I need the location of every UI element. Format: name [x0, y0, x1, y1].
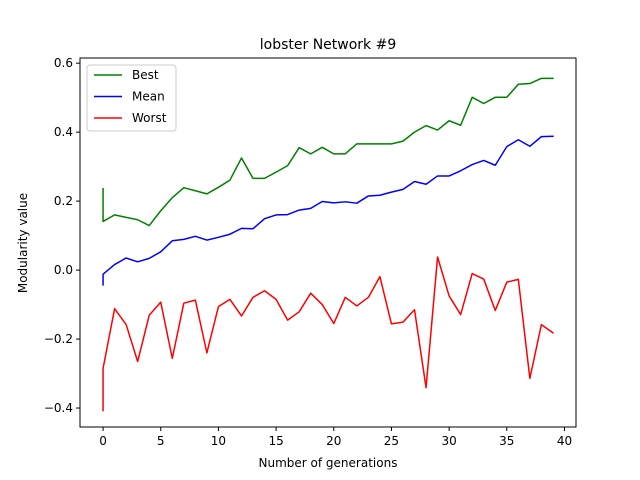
- axes-layer: [79, 57, 577, 428]
- legend-label-best: Best: [132, 68, 159, 82]
- series-line-worst: [102, 256, 554, 412]
- x-tick-label: 35: [499, 434, 514, 448]
- legend-label-mean: Mean: [132, 90, 165, 104]
- y-axis-ticks: −0.4 −0.2 0.0 0.2 0.4 0.6: [44, 56, 80, 415]
- series-line-best: [102, 77, 554, 227]
- x-tick-label: 15: [268, 434, 283, 448]
- y-axis-title: Modularity value: [16, 193, 30, 293]
- x-axis-title: Number of generations: [259, 456, 398, 470]
- y-tick-label: 0.4: [54, 125, 73, 139]
- x-tick-label: 5: [157, 434, 165, 448]
- plot-frame: [79, 57, 577, 428]
- x-tick-label: 30: [441, 434, 456, 448]
- x-tick-label: 0: [99, 434, 107, 448]
- x-tick-label: 25: [384, 434, 399, 448]
- legend-box: [86, 64, 177, 132]
- x-tick-label: 20: [326, 434, 341, 448]
- y-tick-label: 0.0: [54, 263, 73, 277]
- legend-label-worst: Worst: [132, 111, 167, 125]
- y-tick-label: −0.4: [44, 401, 73, 415]
- x-tick-label: 10: [211, 434, 226, 448]
- x-axis-ticks: 0 5 10 15 20 25 30 35 40: [99, 427, 572, 448]
- y-tick-label: −0.2: [44, 332, 73, 346]
- chart-title: lobster Network #9: [260, 37, 397, 53]
- y-tick-label: 0.6: [54, 56, 73, 70]
- x-tick-label: 40: [557, 434, 572, 448]
- legend: Best Mean Worst: [86, 64, 177, 132]
- series-line-mean: [102, 135, 554, 286]
- series-layer: [102, 77, 554, 412]
- y-tick-label: 0.2: [54, 194, 73, 208]
